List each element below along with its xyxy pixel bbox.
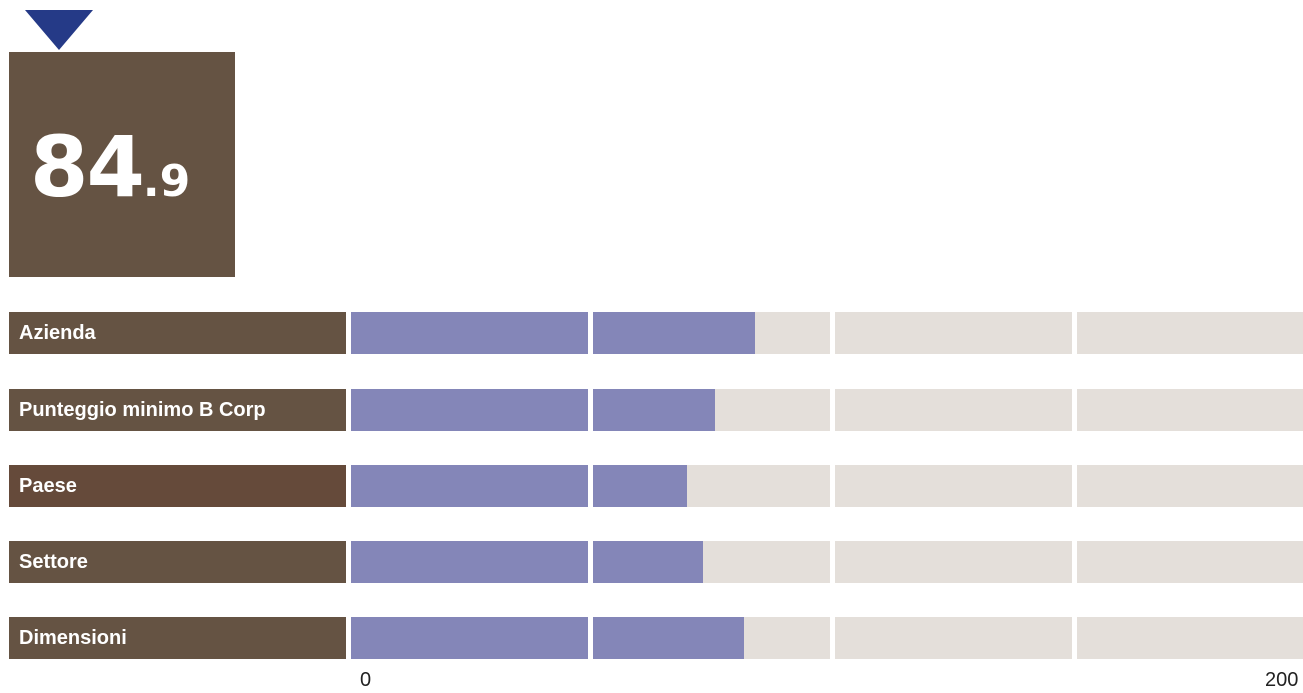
- bar-segment-divider: [830, 312, 835, 354]
- bar-segment-divider: [588, 465, 593, 507]
- bar: [351, 617, 744, 659]
- bar-segment-divider: [830, 389, 835, 431]
- score-value: 84.9: [30, 118, 190, 216]
- category-label: Punteggio minimo B Corp: [9, 389, 346, 431]
- bar-track: [351, 617, 1303, 659]
- bar-segment-divider: [588, 617, 593, 659]
- score-decimal: .9: [142, 156, 191, 207]
- category-label: Paese: [9, 465, 346, 507]
- bar: [351, 541, 704, 583]
- bar: [351, 389, 716, 431]
- bar-segment-divider: [830, 617, 835, 659]
- bar-segment-divider: [830, 541, 835, 583]
- bar-segment-divider: [1072, 465, 1077, 507]
- category-label: Dimensioni: [9, 617, 346, 659]
- bar-segment-divider: [588, 389, 593, 431]
- x-tick-label-max: 200: [1265, 669, 1299, 691]
- bar-segment-divider: [588, 312, 593, 354]
- category-label: Settore: [9, 541, 346, 583]
- score-integer: 84: [30, 118, 145, 216]
- bar-track: [351, 465, 1303, 507]
- bar-segment-divider: [830, 465, 835, 507]
- score-box: [9, 52, 235, 277]
- bar-track: [351, 389, 1303, 431]
- bar-segment-divider: [1072, 389, 1077, 431]
- bar-segment-divider: [588, 541, 593, 583]
- bar: [351, 312, 756, 354]
- x-tick-label-min: 0: [360, 669, 372, 691]
- bar-segment-divider: [1072, 312, 1077, 354]
- score-marker-triangle: [25, 10, 93, 50]
- bar-track: [351, 312, 1303, 354]
- bar-segment-divider: [1072, 617, 1077, 659]
- bar-segment-divider: [1072, 541, 1077, 583]
- category-label: Azienda: [9, 312, 346, 354]
- bar-track: [351, 541, 1303, 583]
- bar: [351, 465, 687, 507]
